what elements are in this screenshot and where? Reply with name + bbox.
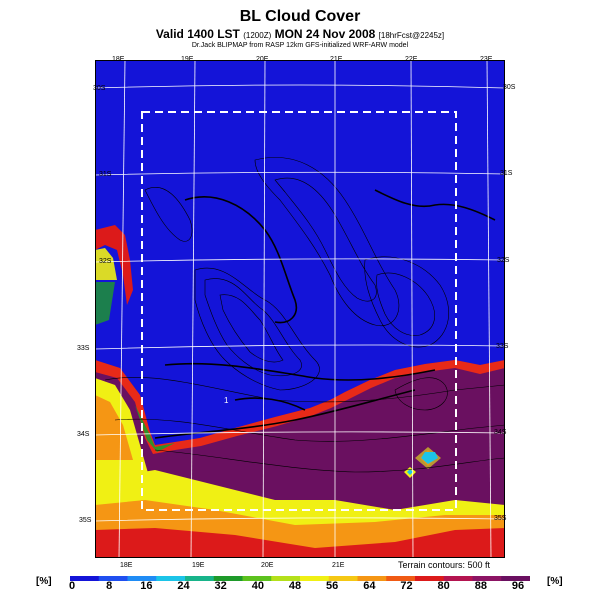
inner-domain-box <box>141 111 457 511</box>
colorbar-segment <box>185 576 215 581</box>
lat-lon-grid <box>95 60 505 558</box>
lon-label-top-22e: 22E <box>405 56 418 63</box>
colorbar-tick-label: 32 <box>214 580 227 592</box>
colorbar-tick-label: 88 <box>474 580 487 592</box>
valid-time: Valid 1400 LST (1200Z) MON 24 Nov 2008 [… <box>0 27 600 41</box>
colorbar-segment <box>98 576 128 581</box>
map-frame <box>95 60 505 558</box>
map-title: BL Cloud Cover <box>239 8 361 25</box>
lat-label-right-34s: 34S <box>494 429 507 436</box>
colorbar-segment <box>386 576 416 581</box>
cloud-field-south-red <box>95 528 505 558</box>
colorbar-segment <box>300 576 330 581</box>
colorbar-tick-label: 56 <box>326 580 339 592</box>
colorbar-unit-right: [%] <box>547 576 563 587</box>
colorbar-tick-label: 48 <box>288 580 302 592</box>
lat-label-right-32s: 32S <box>497 257 510 264</box>
colorbar-segment <box>501 576 530 581</box>
colorbar-tick-label: 16 <box>140 580 153 592</box>
colorbar-tick-label: 72 <box>400 580 413 592</box>
colorbar-tick-label: 96 <box>511 580 525 592</box>
valid-time-main: Valid 1400 LST <box>155 27 240 41</box>
colorbar-tick-label: 8 <box>106 580 113 592</box>
colorbar-segment <box>443 576 473 581</box>
station-label: 1 <box>224 396 229 405</box>
lat-label-right-35s: 35S <box>494 515 507 522</box>
colorbar-segment <box>415 576 445 581</box>
colorbar-segment <box>213 576 243 581</box>
cloud-field-coastal-edge <box>95 360 505 454</box>
colorbar-tick-label: 64 <box>363 580 376 592</box>
colorbar-tick-label: 0 <box>68 580 76 592</box>
colorbar-segment <box>242 576 272 581</box>
cloud-pocket-nw <box>95 225 133 305</box>
colorbar-unit-left: [%] <box>36 576 52 587</box>
lon-label-bottom-19e: 19E <box>192 562 205 569</box>
colorbar-tick-label: 40 <box>251 580 264 592</box>
colorbar-segment <box>70 576 100 581</box>
lat-label-left-32s: 32S <box>99 258 112 265</box>
lon-label-top-19e: 19E <box>181 56 194 63</box>
valid-time-utc: (1200Z) <box>243 31 272 40</box>
lon-label-top-23e: 23E <box>480 56 493 63</box>
lat-label-right-30s: 30S <box>503 84 516 91</box>
lat-label-right-33s: 33S <box>496 343 509 350</box>
lon-label-bottom-20e: 20E <box>261 562 274 569</box>
model-credit: Dr.Jack BLIPMAP from RASP 12km GFS-initi… <box>191 42 409 49</box>
lon-label-top-18e: 18E <box>112 56 125 63</box>
colorbar-segment <box>328 576 358 581</box>
colorbar-tick-label: 24 <box>177 580 190 592</box>
lat-label-left-30s: 30S <box>93 85 106 92</box>
cloud-pocket-nw-green <box>95 282 115 325</box>
terrain-contour-note: Terrain contours: 500 ft <box>398 560 491 570</box>
lat-label-left-34s: 34S <box>77 431 90 438</box>
lat-label-right-31s: 31S <box>500 170 513 177</box>
cloud-cover-map: 1 <box>95 60 505 558</box>
lat-label-left-35s: 35S <box>79 517 92 524</box>
lon-label-top-21e: 21E <box>330 56 343 63</box>
lon-label-bottom-18e: 18E <box>120 562 133 569</box>
colorbar <box>70 576 530 581</box>
lon-label-bottom-21e: 21E <box>332 562 345 569</box>
cloud-pocket-5 <box>407 469 413 475</box>
cloud-pocket-nw-yellow <box>95 248 117 280</box>
colorbar-segment <box>156 576 186 581</box>
lat-label-left-31s: 31S <box>99 171 112 178</box>
valid-date: MON 24 Nov 2008 <box>274 27 376 41</box>
colorbar-tick-label: 80 <box>437 580 450 592</box>
forecast-info: [18hrFcst@2245z] <box>378 31 445 40</box>
colorbar-segment <box>472 576 502 581</box>
cloud-pocket-3 <box>421 452 438 464</box>
colorbar-segment <box>271 576 301 581</box>
colorbar-segment <box>127 576 157 581</box>
lon-label-top-20e: 20E <box>256 56 269 63</box>
colorbar-segment <box>357 576 387 581</box>
cloud-field-west-orange <box>95 395 133 460</box>
lat-label-left-33s: 33S <box>77 345 90 352</box>
